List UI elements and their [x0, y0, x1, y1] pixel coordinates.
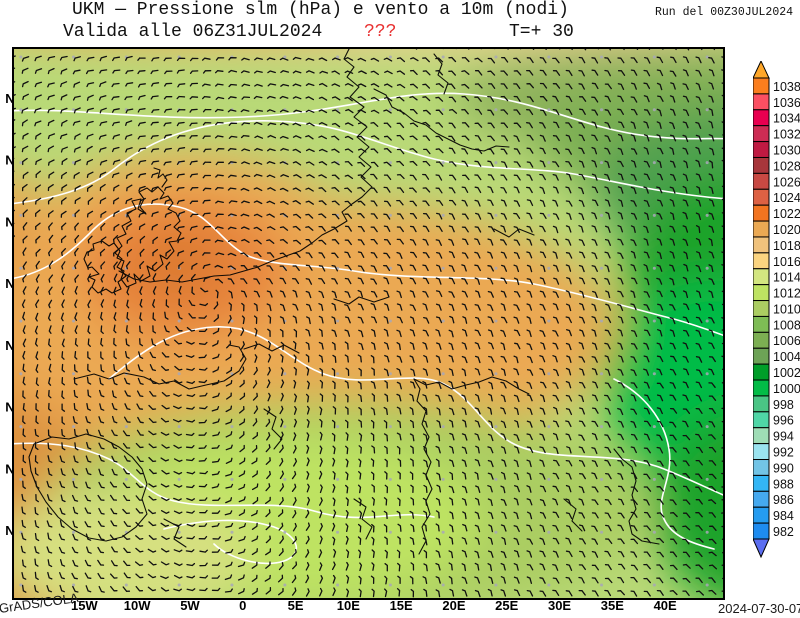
svg-text:0: 0 [239, 598, 246, 613]
svg-text:N: N [5, 338, 14, 353]
svg-text:1020: 1020 [773, 223, 800, 237]
svg-text:1012: 1012 [773, 287, 800, 301]
svg-text:984: 984 [773, 509, 794, 523]
svg-text:5W: 5W [180, 598, 200, 613]
svg-text:1026: 1026 [773, 175, 800, 189]
svg-text:982: 982 [773, 525, 794, 539]
svg-text:992: 992 [773, 446, 794, 460]
svg-text:1038: 1038 [773, 80, 800, 94]
svg-text:N: N [5, 91, 14, 106]
svg-text:1018: 1018 [773, 239, 800, 253]
svg-text:994: 994 [773, 430, 794, 444]
svg-text:N: N [5, 214, 14, 229]
svg-text:20E: 20E [442, 598, 465, 613]
svg-text:N: N [5, 461, 14, 476]
svg-text:990: 990 [773, 461, 794, 475]
svg-text:986: 986 [773, 493, 794, 507]
svg-text:998: 998 [773, 398, 794, 412]
svg-text:1006: 1006 [773, 334, 800, 348]
svg-text:988: 988 [773, 477, 794, 491]
svg-text:1028: 1028 [773, 159, 800, 173]
svg-text:996: 996 [773, 414, 794, 428]
svg-text:10E: 10E [337, 598, 360, 613]
svg-text:1010: 1010 [773, 302, 800, 316]
svg-text:1032: 1032 [773, 128, 800, 142]
svg-text:30E: 30E [548, 598, 571, 613]
svg-text:5E: 5E [288, 598, 304, 613]
svg-text:10W: 10W [124, 598, 151, 613]
svg-text:1024: 1024 [773, 191, 800, 205]
svg-text:15W: 15W [71, 598, 98, 613]
svg-text:35E: 35E [601, 598, 624, 613]
svg-text:N: N [5, 523, 14, 538]
svg-text:1034: 1034 [773, 112, 800, 126]
svg-text:1014: 1014 [773, 271, 800, 285]
svg-text:N: N [5, 400, 14, 415]
svg-text:1016: 1016 [773, 255, 800, 269]
svg-text:1008: 1008 [773, 318, 800, 332]
svg-text:1030: 1030 [773, 143, 800, 157]
svg-text:1022: 1022 [773, 207, 800, 221]
svg-text:25E: 25E [495, 598, 518, 613]
svg-text:N: N [5, 276, 14, 291]
svg-text:15E: 15E [390, 598, 413, 613]
svg-text:1000: 1000 [773, 382, 800, 396]
svg-text:1004: 1004 [773, 350, 800, 364]
svg-text:40E: 40E [654, 598, 677, 613]
svg-text:N: N [5, 153, 14, 168]
svg-text:1036: 1036 [773, 96, 800, 110]
svg-text:1002: 1002 [773, 366, 800, 380]
